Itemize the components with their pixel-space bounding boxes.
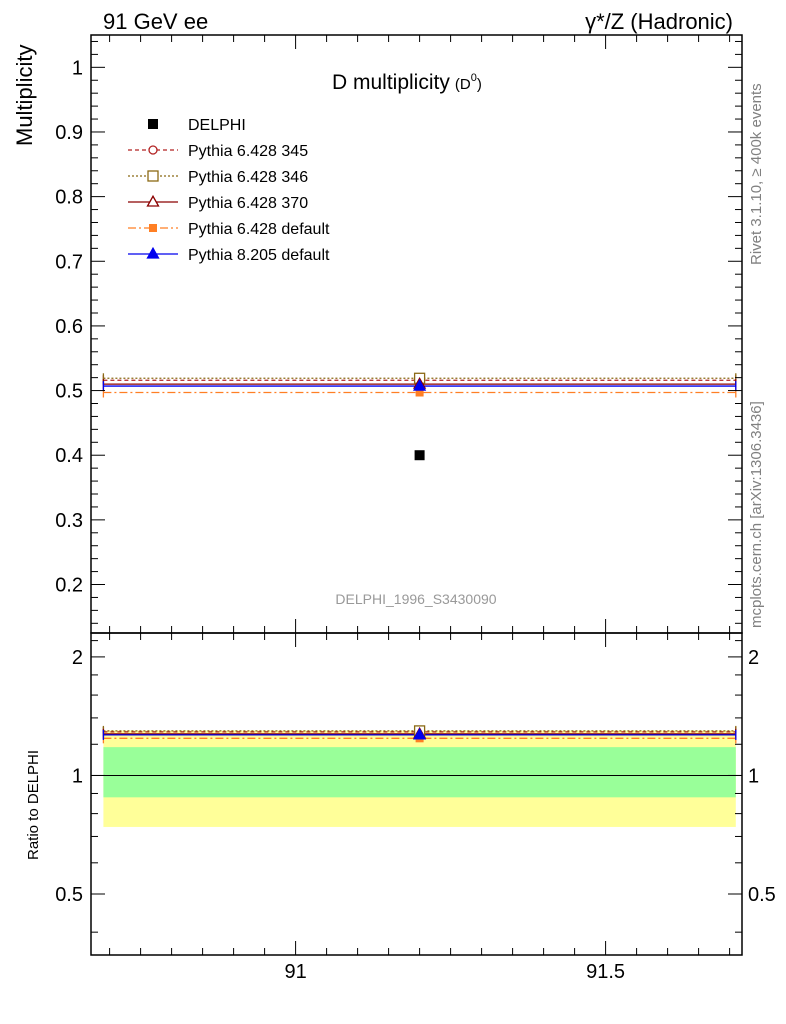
- legend-marker-2: [146, 194, 160, 207]
- legend-label-0: Pythia 6.428 345: [188, 143, 308, 160]
- y-tick-label-8: 1: [72, 57, 83, 79]
- series-marker-3: [415, 388, 424, 397]
- chart-title: D multiplicity (D0): [332, 71, 482, 94]
- legend-marker-3: [149, 224, 157, 232]
- ratio-marker-4: [412, 727, 427, 740]
- y-tick-label-1: 0.3: [55, 510, 83, 532]
- ratio-y-axis-label: Ratio to DELPHI: [25, 750, 42, 860]
- analysis-id: DELPHI_1996_S3430090: [335, 591, 496, 607]
- legend-marker-4: [146, 246, 160, 259]
- y-tick-label-0: 0.2: [55, 575, 83, 597]
- y-tick-label-6: 0.8: [55, 187, 83, 209]
- y-tick-label-2: 0.4: [55, 445, 83, 467]
- legend-label-4: Pythia 8.205 default: [188, 247, 330, 264]
- ratio-tick-label-right-1: 1: [748, 765, 759, 787]
- legend-marker-delphi: [148, 119, 158, 129]
- ratio-plot-frame: [90, 632, 743, 956]
- legend: DELPHI Pythia 6.428 345 Pythia 6.428 346 Py…: [128, 117, 330, 264]
- y-tick-label-3: 0.5: [55, 381, 83, 403]
- header-left-label: 91 GeV ee: [103, 9, 208, 34]
- x-tick-label-0: 91: [284, 961, 306, 983]
- mcplots-label: mcplots.cern.ch [arXiv:1306.3436]: [748, 401, 765, 628]
- ratio-tick-label-left-2: 2: [72, 647, 83, 669]
- ratio-band-inner: [103, 747, 736, 798]
- chart-title-close: ): [477, 76, 482, 93]
- chart-title-sup: 0: [471, 72, 477, 84]
- ratio-tick-label-left-1: 1: [72, 765, 83, 787]
- header-right-label: γ*/Z (Hadronic): [585, 9, 733, 34]
- y-tick-label-7: 0.9: [55, 122, 83, 144]
- data-point-delphi: [414, 450, 425, 461]
- legend-label-1: Pythia 6.428 346: [188, 169, 308, 186]
- rivet-version-label: Rivet 3.1.10, ≥ 400k events: [748, 83, 765, 265]
- y-axis-label: Multiplicity: [12, 45, 37, 146]
- legend-marker-1: [147, 170, 159, 182]
- y-tick-label-5: 0.7: [55, 251, 83, 273]
- legend-marker-0: [148, 145, 158, 155]
- legend-label-3: Pythia 6.428 default: [188, 221, 330, 238]
- legend-label-2: Pythia 6.428 370: [188, 195, 308, 212]
- ratio-tick-label-right-2: 2: [748, 647, 759, 669]
- legend-label-delphi: DELPHI: [188, 117, 246, 134]
- ratio-tick-label-left-0: 0.5: [55, 884, 83, 906]
- chart-title-main: D multiplicity: [332, 71, 450, 94]
- x-tick-label-1: 91.5: [586, 961, 625, 983]
- ratio-tick-label-right-0: 0.5: [748, 884, 776, 906]
- chart-title-sub: (D: [455, 76, 471, 93]
- y-tick-label-4: 0.6: [55, 316, 83, 338]
- series-marker-4: [412, 378, 427, 391]
